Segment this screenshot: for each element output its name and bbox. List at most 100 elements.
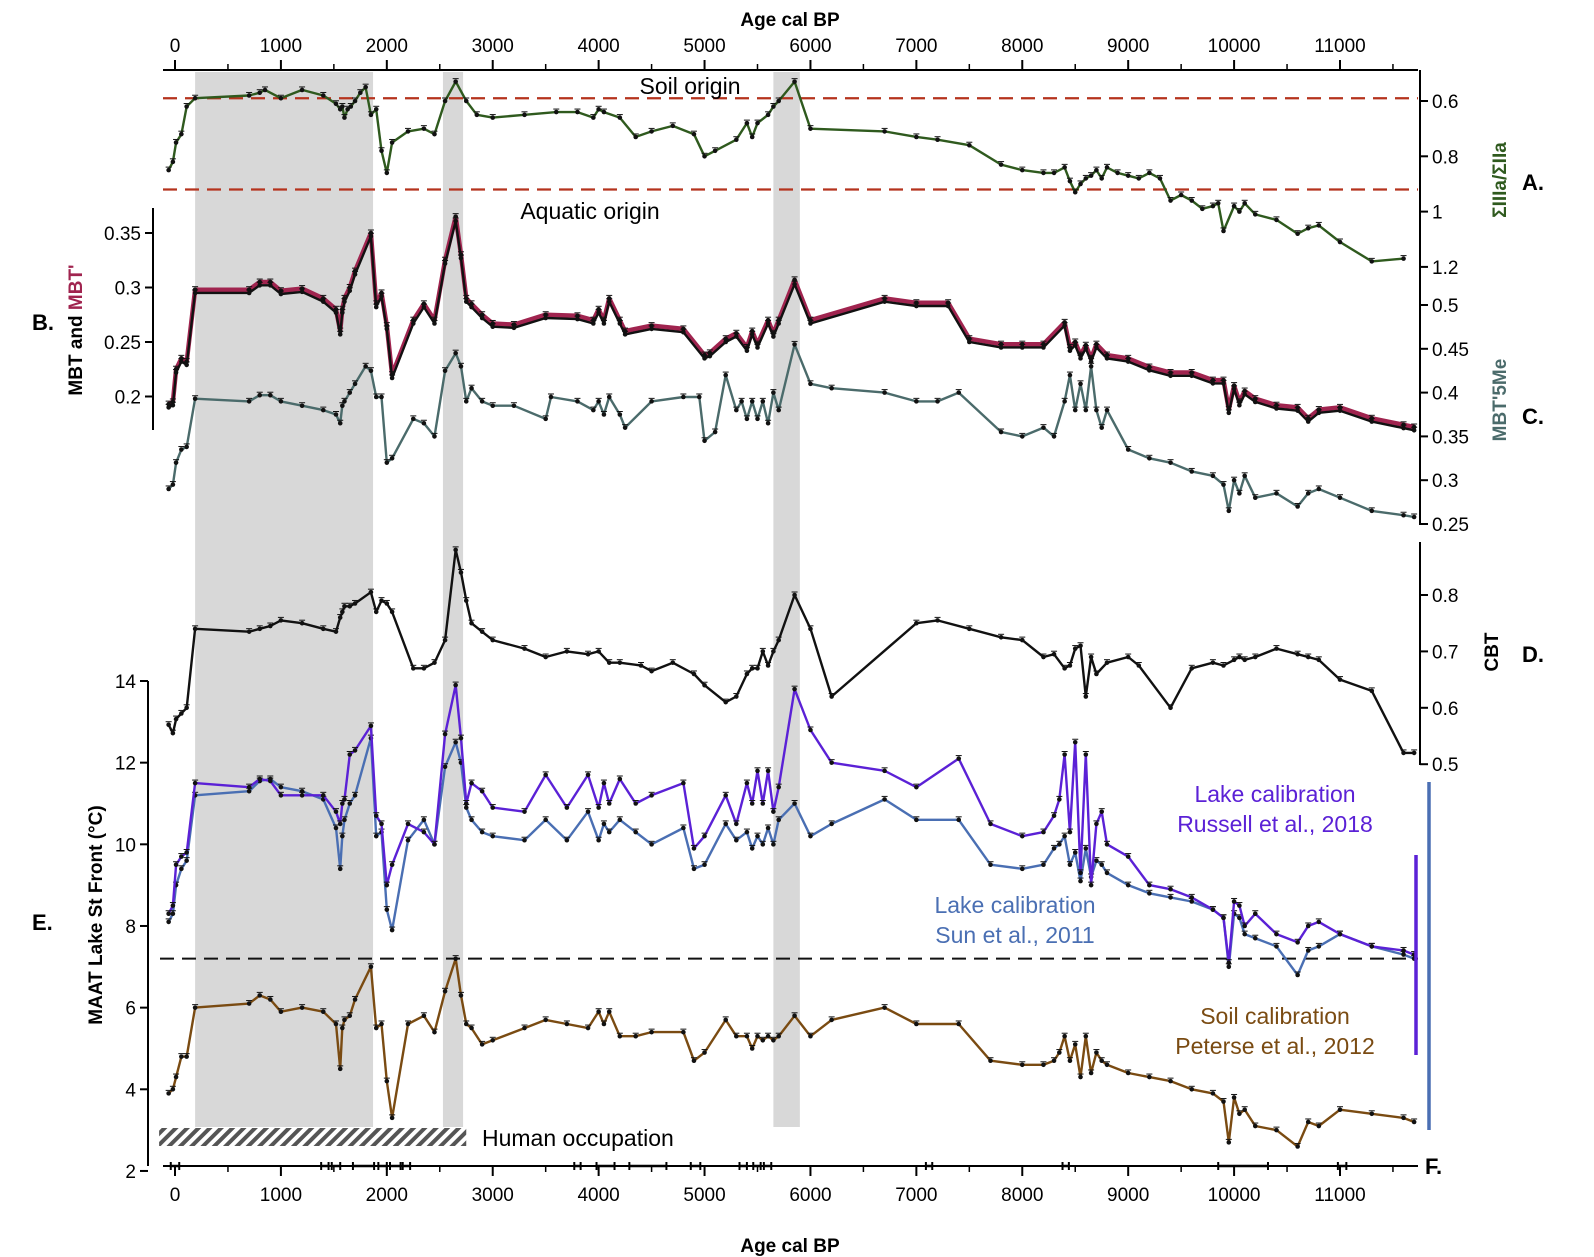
data-point-2-68 bbox=[1083, 176, 1089, 181]
data-point-7-85 bbox=[1252, 911, 1258, 917]
data-point-7-29 bbox=[463, 801, 469, 806]
data-point-3-16 bbox=[347, 390, 353, 395]
data-point-7-34 bbox=[543, 772, 548, 778]
data-point-2-94 bbox=[1369, 259, 1375, 264]
data-point-2-82 bbox=[1210, 203, 1216, 209]
data-point-6-61 bbox=[988, 862, 993, 868]
data-point-4-52 bbox=[771, 649, 776, 654]
data-point-1-14 bbox=[340, 310, 345, 315]
data-point-7-50 bbox=[755, 768, 760, 774]
top-x-axis-title: Age cal BP bbox=[740, 10, 840, 31]
data-point-1-51 bbox=[765, 321, 771, 326]
panel-c-y-tick-label-2: 0.4 bbox=[1432, 384, 1459, 405]
data-point-7-5 bbox=[192, 780, 198, 786]
data-point-3-8 bbox=[268, 392, 273, 398]
data-point-6-78 bbox=[1189, 899, 1195, 904]
panel-c-y-tick-label-5: 0.25 bbox=[1432, 515, 1469, 536]
data-point-1-83 bbox=[1295, 408, 1300, 413]
data-point-1-59 bbox=[967, 339, 972, 345]
data-point-3-19 bbox=[368, 368, 374, 374]
data-point-3-5 bbox=[192, 396, 198, 402]
data-point-3-30 bbox=[463, 399, 469, 404]
data-point-2-11 bbox=[320, 93, 326, 98]
data-point-2-59 bbox=[967, 142, 972, 148]
data-point-2-56 bbox=[882, 129, 887, 134]
data-point-3-36 bbox=[548, 394, 554, 400]
data-point-2-8 bbox=[262, 87, 268, 93]
data-point-2-88 bbox=[1252, 212, 1258, 217]
data-point-6-45 bbox=[702, 862, 707, 868]
panel-e-y-tick-label-4: 6 bbox=[125, 999, 136, 1020]
data-point-5-24 bbox=[421, 1013, 427, 1019]
data-point-4-83 bbox=[1295, 651, 1300, 657]
data-point-5-87 bbox=[1295, 1144, 1300, 1149]
data-point-4-34 bbox=[543, 654, 548, 660]
data-point-7-21 bbox=[384, 882, 390, 888]
data-point-1-11 bbox=[320, 299, 326, 304]
data-point-1-5 bbox=[192, 290, 198, 296]
panel-c-y-tick-label-0: 0.5 bbox=[1432, 296, 1458, 317]
data-point-1-25 bbox=[432, 321, 437, 326]
data-point-6-64 bbox=[1051, 846, 1057, 851]
data-point-1-27 bbox=[453, 218, 458, 224]
axis-ticks: 0 0 1000 1000 2000 2000 3000 3000 4000 4000 5000 50… bbox=[104, 36, 1469, 1206]
data-point-1-62 bbox=[1041, 345, 1046, 350]
data-point-5-85 bbox=[1252, 1123, 1258, 1129]
data-point-2-73 bbox=[1115, 170, 1120, 176]
data-point-1-6 bbox=[246, 290, 252, 296]
data-point-6-50 bbox=[755, 833, 760, 839]
bottom-x-tick-label-0: 0 bbox=[170, 1185, 181, 1206]
data-point-2-91 bbox=[1305, 225, 1311, 231]
data-point-1-63 bbox=[1062, 323, 1067, 328]
data-point-1-88 bbox=[1401, 425, 1406, 431]
data-point-3-88 bbox=[1242, 473, 1247, 479]
data-point-3-79 bbox=[1125, 447, 1131, 452]
data-point-3-61 bbox=[829, 385, 834, 391]
data-point-3-59 bbox=[792, 342, 797, 347]
data-point-4-58 bbox=[935, 618, 940, 623]
data-point-1-50 bbox=[755, 345, 760, 350]
data-point-3-45 bbox=[681, 394, 686, 400]
data-point-3-91 bbox=[1295, 504, 1300, 509]
data-point-4-73 bbox=[1136, 663, 1142, 668]
data-point-6-66 bbox=[1062, 833, 1067, 839]
panel-a-y-tick-label-0: 0.6 bbox=[1432, 92, 1458, 113]
data-point-5-47 bbox=[734, 1033, 739, 1039]
data-point-4-72 bbox=[1125, 654, 1131, 660]
data-point-7-13 bbox=[337, 821, 343, 827]
data-point-6-10 bbox=[299, 788, 305, 794]
data-point-2-7 bbox=[257, 90, 263, 96]
data-point-2-3 bbox=[179, 131, 184, 137]
data-point-7-62 bbox=[1019, 833, 1025, 839]
data-point-2-9 bbox=[278, 95, 284, 101]
data-point-1-73 bbox=[1168, 373, 1173, 379]
data-point-7-46 bbox=[723, 793, 729, 798]
data-point-7-26 bbox=[442, 731, 448, 737]
data-point-2-45 bbox=[702, 154, 707, 159]
data-point-5-8 bbox=[268, 997, 273, 1002]
panel-e-y-tick-label-1: 12 bbox=[115, 754, 136, 775]
bottom-x-tick-label-11: 11000 bbox=[1314, 1185, 1365, 1206]
top-x-tick-label-6: 6000 bbox=[789, 36, 831, 57]
data-point-4-40 bbox=[638, 663, 644, 668]
data-point-2-84 bbox=[1221, 228, 1226, 234]
data-point-7-80 bbox=[1221, 915, 1226, 921]
data-point-4-28 bbox=[458, 570, 464, 575]
data-point-5-22 bbox=[389, 1115, 395, 1121]
data-point-2-38 bbox=[596, 106, 601, 112]
data-point-2-64 bbox=[1062, 165, 1067, 170]
data-point-5-26 bbox=[442, 989, 448, 994]
data-point-5-59 bbox=[914, 1021, 919, 1027]
data-point-4-21 bbox=[384, 601, 390, 606]
data-point-7-66 bbox=[1062, 752, 1067, 757]
data-point-6-53 bbox=[771, 842, 776, 847]
data-point-3-82 bbox=[1189, 469, 1195, 474]
data-point-3-29 bbox=[458, 364, 464, 369]
data-point-5-14 bbox=[340, 1025, 345, 1031]
data-point-3-62 bbox=[882, 390, 887, 395]
data-point-5-68 bbox=[1072, 1042, 1078, 1047]
data-point-1-61 bbox=[1019, 345, 1025, 350]
data-point-4-56 bbox=[829, 694, 834, 699]
data-point-2-16 bbox=[345, 106, 350, 112]
data-point-1-24 bbox=[421, 304, 427, 310]
